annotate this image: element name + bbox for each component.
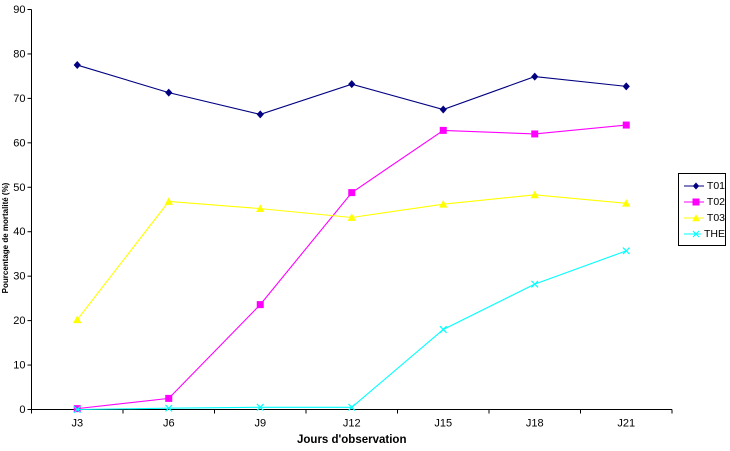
legend-swatch-square-icon bbox=[684, 198, 704, 206]
x-category-label: J18 bbox=[526, 418, 544, 430]
chart-legend: T01 T02 T03 THE bbox=[678, 173, 726, 246]
legend-label: T02 bbox=[706, 195, 725, 208]
x-axis-title: Jours d'observation bbox=[297, 434, 406, 446]
legend-label: T03 bbox=[706, 211, 725, 224]
square-marker-icon bbox=[692, 198, 700, 206]
y-tick-label: 60 bbox=[13, 137, 25, 149]
legend-label: THE bbox=[704, 227, 725, 240]
y-tick-label: 40 bbox=[13, 226, 25, 238]
series-line-THE bbox=[77, 250, 627, 411]
marker-T03-J3 bbox=[73, 315, 82, 324]
legend-swatch-x-icon bbox=[684, 230, 701, 238]
marker-T01-J3 bbox=[73, 61, 81, 70]
marker-T02-J21 bbox=[622, 121, 630, 129]
marker-T01-J6 bbox=[165, 88, 173, 97]
x-category-label: J21 bbox=[617, 418, 635, 430]
marker-T02-J3 bbox=[73, 405, 81, 413]
x-category-label: J6 bbox=[163, 418, 175, 430]
marker-T03-J18 bbox=[530, 190, 539, 199]
y-tick-label: 80 bbox=[13, 48, 25, 60]
marker-THE-J21 bbox=[622, 247, 630, 255]
y-tick-label: 90 bbox=[13, 4, 25, 16]
marker-T02-J12 bbox=[348, 189, 356, 197]
marker-THE-J15 bbox=[439, 325, 447, 334]
y-tick-label: 10 bbox=[13, 360, 25, 372]
marker-T02-J18 bbox=[531, 130, 539, 138]
marker-T03-J12 bbox=[347, 213, 356, 221]
x-category-label: J15 bbox=[434, 418, 452, 430]
marker-T01-J15 bbox=[439, 105, 447, 114]
y-tick-label: 50 bbox=[13, 182, 25, 194]
legend-label: T01 bbox=[706, 179, 725, 192]
x-category-label: J12 bbox=[343, 418, 361, 430]
x-marker-icon bbox=[692, 230, 700, 238]
series-line-T01 bbox=[77, 64, 627, 115]
marker-T01-J18 bbox=[531, 72, 539, 81]
series-line-T02 bbox=[77, 124, 627, 410]
y-axis-title: Pourcentage de mortalité (%) bbox=[1, 182, 10, 293]
diamond-marker-icon bbox=[692, 182, 700, 190]
marker-T01-J21 bbox=[622, 82, 630, 91]
y-tick-label: 30 bbox=[13, 271, 25, 283]
legend-swatch-diamond-icon bbox=[684, 182, 704, 190]
marker-T03-J6 bbox=[164, 197, 173, 205]
y-tick-label: 0 bbox=[19, 404, 25, 416]
marker-T02-J6 bbox=[165, 394, 173, 402]
marker-THE-J12 bbox=[348, 403, 356, 412]
marker-T02-J9 bbox=[256, 301, 264, 309]
x-category-label: J3 bbox=[71, 418, 83, 430]
legend-item-T03: T03 bbox=[684, 210, 725, 226]
marker-THE-J6 bbox=[165, 404, 173, 412]
marker-T03-J9 bbox=[256, 204, 265, 213]
marker-T01-J12 bbox=[348, 80, 356, 89]
marker-T02-J15 bbox=[439, 126, 447, 134]
y-tick-label: 20 bbox=[13, 315, 25, 327]
legend-item-T02: T02 bbox=[684, 194, 725, 210]
marker-THE-J18 bbox=[531, 280, 539, 288]
legend-swatch-triangle-icon bbox=[684, 214, 704, 222]
marker-T03-J15 bbox=[439, 199, 448, 208]
marker-THE-J9 bbox=[256, 403, 264, 412]
legend-item-T01: T01 bbox=[684, 178, 725, 194]
x-category-label: J9 bbox=[254, 418, 266, 430]
marker-T01-J9 bbox=[256, 110, 264, 119]
marker-T03-J21 bbox=[622, 199, 631, 207]
triangle-marker-icon bbox=[692, 214, 700, 222]
marker-THE-J3 bbox=[73, 405, 81, 414]
y-tick-label: 70 bbox=[13, 93, 25, 105]
legend-item-THE: THE bbox=[684, 226, 725, 242]
